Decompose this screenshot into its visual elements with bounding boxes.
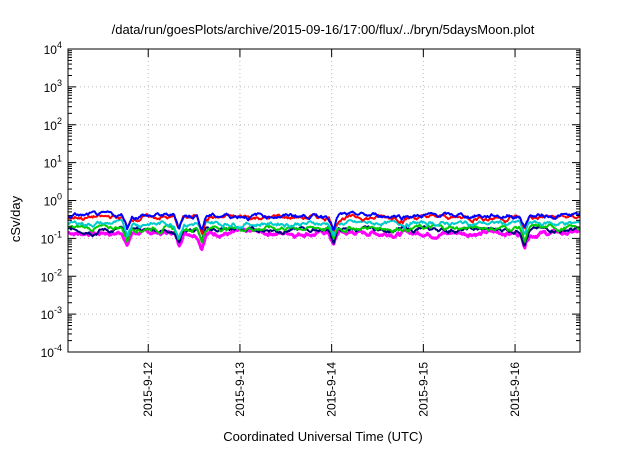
y-tick-exponent: 1 xyxy=(57,154,62,164)
y-tick-exponent: -1 xyxy=(54,229,62,239)
series-line xyxy=(67,227,581,251)
y-tick-label: 100 xyxy=(44,192,62,209)
y-tick-base: 10 xyxy=(44,43,58,57)
y-tick-base: 10 xyxy=(44,157,58,171)
y-tick-label: 10-2 xyxy=(41,267,62,284)
series-line xyxy=(67,218,581,240)
series-layer xyxy=(67,210,581,251)
y-tick-exponent: 0 xyxy=(57,192,62,202)
series-line xyxy=(67,223,581,244)
y-tick-exponent: -4 xyxy=(54,343,62,353)
y-tick-base: 10 xyxy=(41,346,55,360)
y-tick-label: 10-4 xyxy=(41,343,62,360)
x-tick-label: 2015-9-15 xyxy=(416,362,430,417)
y-tick-label: 10-3 xyxy=(41,305,62,322)
x-tick-label: 2015-9-13 xyxy=(233,362,247,417)
y-tick-exponent: 4 xyxy=(57,40,62,50)
x-axis-label: Coordinated Universal Time (UTC) xyxy=(223,429,422,444)
x-tick-label: 2015-9-12 xyxy=(141,362,155,417)
chart-title: /data/run/goesPlots/archive/2015-09-16/1… xyxy=(112,22,535,37)
y-tick-base: 10 xyxy=(44,81,58,95)
y-tick-exponent: -3 xyxy=(54,305,62,315)
x-axis-ticks: 2015-9-12 2015-9-13 2015-9-14 2015-9-15 2015… xyxy=(141,49,522,417)
x-tick-label: 2015-9-14 xyxy=(325,362,339,417)
y-tick-label: 102 xyxy=(44,116,62,133)
y-tick-exponent: 2 xyxy=(57,116,62,126)
y-tick-base: 10 xyxy=(44,119,58,133)
y-tick-label: 103 xyxy=(44,78,62,95)
y-tick-base: 10 xyxy=(41,232,55,246)
y-axis-label: cSv/day xyxy=(8,195,23,242)
y-tick-label: 10-1 xyxy=(41,229,62,246)
series-line xyxy=(67,213,581,235)
y-tick-label: 104 xyxy=(44,40,62,57)
y-tick-label: 101 xyxy=(44,154,62,171)
series-line xyxy=(67,210,581,231)
y-tick-exponent: 3 xyxy=(57,78,62,88)
y-tick-exponent: -2 xyxy=(54,267,62,277)
y-tick-base: 10 xyxy=(41,308,55,322)
y-tick-base: 10 xyxy=(44,195,58,209)
x-tick-label: 2015-9-16 xyxy=(508,362,522,417)
y-tick-base: 10 xyxy=(41,270,55,284)
